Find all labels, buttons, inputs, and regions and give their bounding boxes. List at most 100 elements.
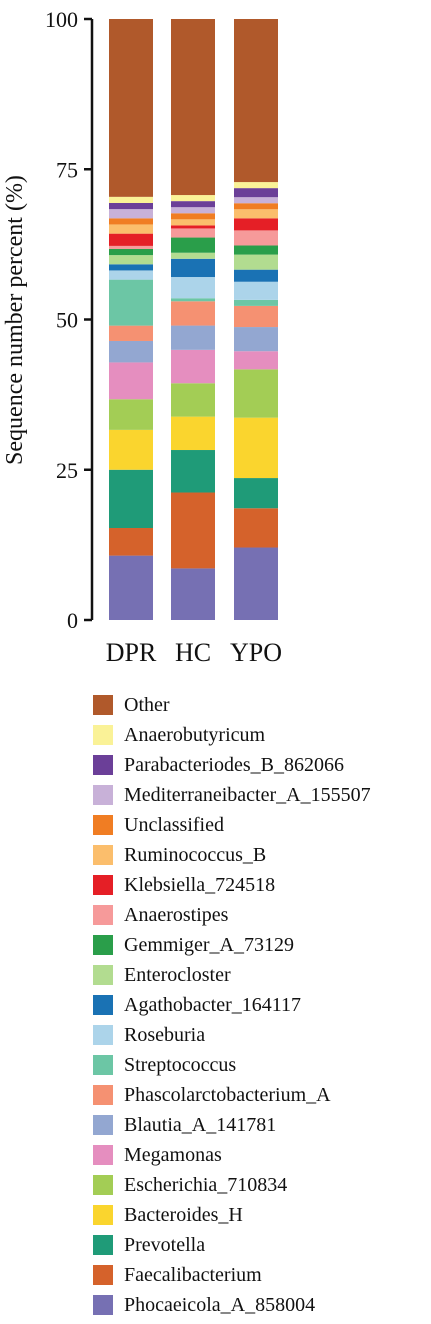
bar-segment: [234, 182, 278, 189]
bar-segment: [234, 547, 278, 620]
bar-segment: [171, 195, 215, 202]
bar-segment: [109, 248, 153, 256]
bar-segment: [234, 230, 278, 246]
legend-item: Bacteroides_H: [93, 1200, 371, 1230]
legend-swatch: [93, 935, 113, 955]
legend-label: Anaerostipes: [124, 904, 229, 926]
legend-label: Blautia_A_141781: [124, 1114, 277, 1136]
legend-item: Unclassified: [93, 810, 371, 840]
bar-segment: [234, 305, 278, 328]
bar-segment: [234, 218, 278, 231]
bar-segment: [234, 254, 278, 270]
legend-item: Prevotella: [93, 1230, 371, 1260]
bar-segment: [109, 270, 153, 280]
legend-label: Roseburia: [124, 1024, 206, 1046]
legend-label: Unclassified: [124, 814, 224, 836]
bar-segment: [234, 245, 278, 255]
legend-swatch: [93, 1265, 113, 1285]
bar-segment: [109, 469, 153, 529]
legend-label: Gemmiger_A_73129: [124, 934, 294, 956]
bar-segment: [109, 196, 153, 203]
legend-item: Faecalibacterium: [93, 1260, 371, 1290]
bar-segment: [171, 349, 215, 384]
bar-segment: [171, 219, 215, 226]
legend-swatch: [93, 995, 113, 1015]
legend-label: Mediterraneibacter_A_155507: [124, 784, 371, 806]
x-category-label: HC: [175, 638, 211, 667]
legend-label: Escherichia_710834: [124, 1174, 288, 1196]
legend-label: Bacteroides_H: [124, 1204, 243, 1226]
bar-segment: [234, 19, 278, 183]
bar-segment: [171, 237, 215, 253]
bar-segment: [109, 362, 153, 400]
bar-segment: [171, 298, 215, 302]
legend-swatch: [93, 1115, 113, 1135]
legend-swatch: [93, 845, 113, 865]
stacked-bar-chart: 0 25 50 75 100 DPR HC YPO Sequence number perc…: [2, 7, 282, 667]
bar-segment: [234, 508, 278, 548]
x-category-label: DPR: [106, 638, 157, 667]
legend-item: Enterocloster: [93, 960, 371, 990]
legend-swatch: [93, 905, 113, 925]
bar-segment: [171, 301, 215, 326]
legend-item: Megamonas: [93, 1140, 371, 1170]
bar-segment: [171, 416, 215, 451]
bar-segment: [171, 258, 215, 278]
legend-label: Agathobacter_164117: [124, 994, 301, 1016]
legend-label: Anaerobutyricum: [124, 724, 266, 746]
legend: Other Anaerobutyricum Parabacteriodes_B_86…: [93, 690, 371, 1320]
bar-segment: [234, 197, 278, 204]
legend-swatch: [93, 1025, 113, 1045]
bar-segment: [171, 568, 215, 620]
legend-item: Anaerostipes: [93, 900, 371, 930]
bar-segment: [234, 478, 278, 509]
bar-stack-hc: [171, 19, 215, 620]
legend-swatch: [93, 1175, 113, 1195]
legend-item: Parabacteriodes_B_862066: [93, 750, 371, 780]
bar-segment: [109, 224, 153, 234]
bar-segment: [109, 245, 153, 249]
bar-segment: [171, 492, 215, 569]
bars-group: [109, 19, 278, 620]
bar-segment: [109, 429, 153, 470]
bar-segment: [171, 19, 215, 196]
bar-segment: [109, 255, 153, 265]
bar-segment: [109, 209, 153, 219]
legend-label: Phocaeicola_A_858004: [124, 1294, 316, 1316]
legend-item: Mediterraneibacter_A_155507: [93, 780, 371, 810]
bar-segment: [171, 325, 215, 350]
bar-stack-dpr: [109, 19, 153, 620]
legend-swatch: [93, 785, 113, 805]
bar-segment: [171, 201, 215, 208]
legend-swatch: [93, 815, 113, 835]
legend-item: Klebsiella_724518: [93, 870, 371, 900]
legend-label: Ruminococcus_B: [124, 844, 267, 866]
legend-item: Roseburia: [93, 1020, 371, 1050]
legend-swatch: [93, 1235, 113, 1255]
legend-item: Blautia_A_141781: [93, 1110, 371, 1140]
bar-segment: [109, 399, 153, 430]
bar-segment: [109, 340, 153, 363]
bar-segment: [234, 188, 278, 198]
legend-swatch: [93, 695, 113, 715]
bar-segment: [109, 279, 153, 326]
y-axis-title: Sequence number percent (%): [2, 175, 28, 465]
legend-swatch: [93, 1295, 113, 1315]
y-tick-label: 100: [45, 7, 78, 32]
bar-segment: [109, 218, 153, 225]
legend-item: Phocaeicola_A_858004: [93, 1290, 371, 1320]
legend-item: Ruminococcus_B: [93, 840, 371, 870]
legend-swatch: [93, 1055, 113, 1075]
y-tick-label: 0: [67, 608, 78, 633]
bar-segment: [109, 233, 153, 246]
y-tick-label: 25: [56, 458, 78, 483]
legend-item: Phascolarctobacterium_A: [93, 1080, 371, 1110]
bar-segment: [171, 225, 215, 229]
legend-swatch: [93, 1205, 113, 1225]
y-tick-label: 50: [56, 308, 78, 333]
legend-label: Parabacteriodes_B_862066: [124, 754, 344, 776]
bar-segment: [234, 269, 278, 282]
bar-segment: [109, 19, 153, 197]
bar-segment: [171, 207, 215, 214]
legend-label: Prevotella: [124, 1234, 206, 1256]
